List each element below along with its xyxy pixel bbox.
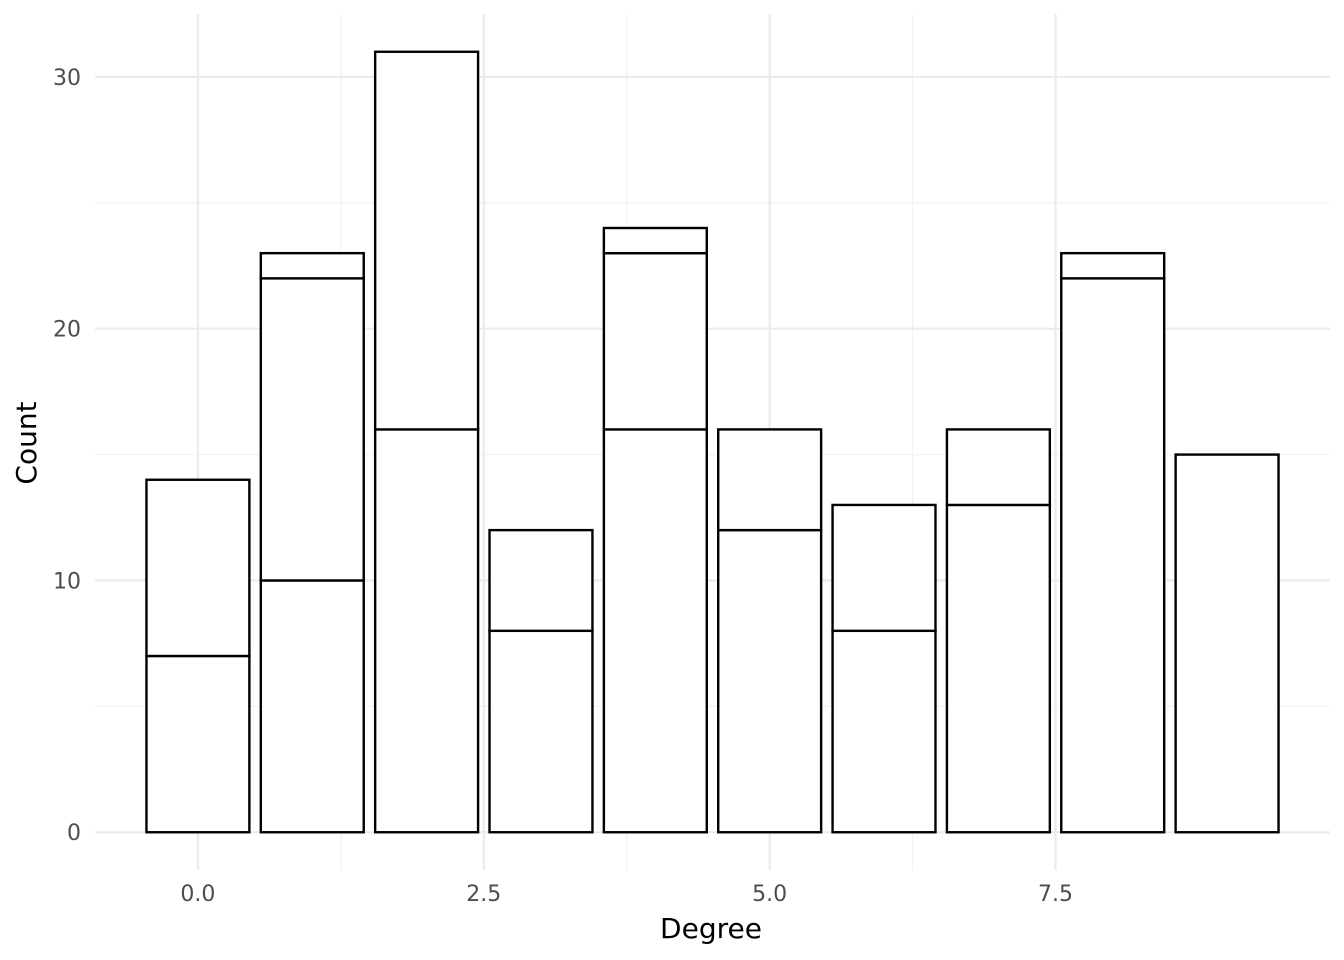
bar bbox=[373, 50, 480, 834]
bar bbox=[1174, 453, 1280, 834]
x-tick-label: 7.5 bbox=[1038, 882, 1073, 907]
x-axis-title: Degree bbox=[660, 912, 762, 945]
bar bbox=[717, 428, 823, 834]
bar-segment bbox=[488, 629, 594, 834]
bar-segment bbox=[1060, 277, 1166, 834]
bar-segment bbox=[717, 528, 823, 834]
bar bbox=[1060, 251, 1166, 834]
bar-segment bbox=[602, 226, 708, 255]
bar-segment bbox=[602, 428, 708, 834]
bar-segment bbox=[945, 428, 1052, 507]
x-tick-label: 5.0 bbox=[752, 882, 787, 907]
bar-segment bbox=[945, 503, 1052, 834]
bar-segment bbox=[1060, 251, 1166, 280]
bar bbox=[488, 528, 594, 834]
x-tick-label: 0.0 bbox=[180, 882, 215, 907]
bar bbox=[145, 478, 251, 834]
bar-segment bbox=[831, 629, 937, 834]
bars bbox=[145, 50, 1280, 834]
bar-segment bbox=[145, 478, 251, 658]
bar-segment bbox=[259, 251, 365, 280]
bar-segment bbox=[259, 579, 365, 834]
bar-segment bbox=[1174, 453, 1280, 834]
bar-segment bbox=[373, 50, 480, 431]
bar-segment bbox=[373, 428, 480, 834]
bar-segment bbox=[488, 528, 594, 633]
bar-segment bbox=[831, 503, 937, 633]
x-tick-label: 2.5 bbox=[466, 882, 501, 907]
bar bbox=[259, 251, 365, 834]
bar-segment bbox=[602, 251, 708, 431]
y-axis-ticks: 0 10 20 30 bbox=[53, 66, 81, 846]
y-tick-label: 0 bbox=[67, 821, 81, 846]
y-tick-label: 30 bbox=[53, 66, 81, 91]
bar bbox=[602, 226, 708, 834]
bar-segment bbox=[717, 428, 823, 532]
bar bbox=[945, 428, 1052, 834]
y-axis-title: Count bbox=[10, 401, 43, 484]
x-axis-ticks: 0.0 2.5 5.0 7.5 bbox=[180, 882, 1073, 907]
y-tick-label: 10 bbox=[53, 569, 81, 594]
y-tick-label: 20 bbox=[53, 318, 81, 343]
bar bbox=[831, 503, 937, 834]
bar-segment bbox=[145, 654, 251, 834]
bar-segment bbox=[259, 277, 365, 582]
